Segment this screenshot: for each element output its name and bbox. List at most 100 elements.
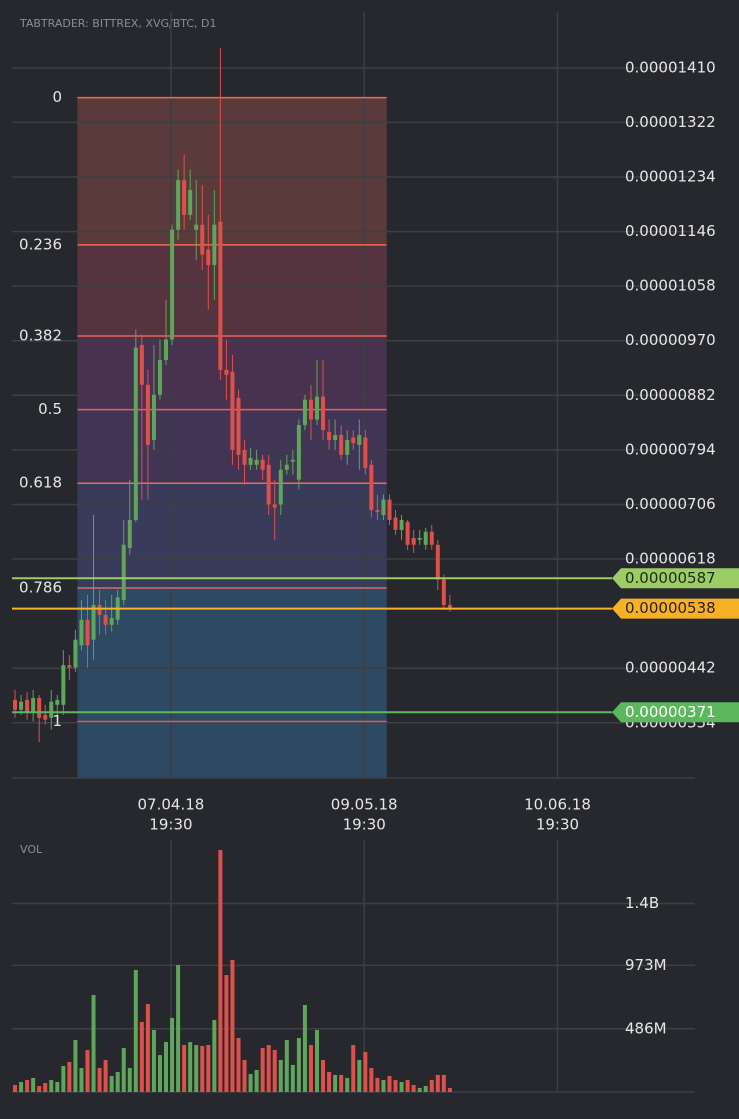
x-tick-label: 10.06.18 (524, 796, 591, 814)
volume-bar (399, 1081, 404, 1092)
y-tick-label: 0.00000882 (625, 386, 716, 404)
candle-body (345, 439, 350, 455)
candle-body (375, 510, 380, 512)
volume-bar (357, 1059, 362, 1092)
x-tick-label: 19:30 (149, 816, 192, 834)
volume-bar (266, 1045, 271, 1092)
volume-bar (393, 1080, 398, 1092)
volume-bar (230, 959, 235, 1092)
candle-body (206, 249, 211, 266)
price-tag-label: 0.00000538 (625, 599, 716, 617)
volume-bar (302, 1004, 307, 1092)
candle-body (218, 221, 223, 370)
candle-body (182, 180, 187, 215)
candle-body (31, 697, 36, 712)
candle-body (333, 435, 338, 440)
candle-body (127, 519, 132, 548)
volume-bar (145, 1004, 150, 1092)
candle-body (254, 459, 259, 465)
y-tick-label: 0.00000794 (625, 440, 716, 458)
candle-body (357, 435, 362, 445)
candle-body (139, 345, 144, 385)
candle-body (151, 394, 156, 440)
volume-bar (417, 1087, 422, 1092)
candle-body (133, 347, 138, 520)
volume-title: VOL (20, 843, 43, 856)
volume-bar (139, 1022, 144, 1092)
candle-body (43, 714, 48, 720)
candle-body (25, 699, 30, 712)
candle-body (435, 544, 440, 580)
y-tick-label: 486M (625, 1019, 667, 1037)
volume-bar (79, 1068, 84, 1092)
volume-bar (170, 1017, 175, 1092)
volume-bar (133, 969, 138, 1092)
candle-body (157, 359, 162, 395)
fib-band (77, 97, 387, 245)
candle-body (339, 435, 344, 455)
volume-bar (375, 1077, 380, 1092)
volume-bar (296, 1038, 301, 1092)
volume-bar (339, 1074, 344, 1092)
volume-bar (411, 1084, 416, 1092)
volume-bar (176, 965, 181, 1092)
candle-body (387, 499, 392, 520)
candle-body (224, 369, 229, 375)
candle-body (19, 701, 24, 710)
volume-bar (103, 1059, 108, 1092)
volume-bar (85, 1049, 90, 1092)
y-tick-label: 0.00001410 (625, 58, 716, 76)
volume-bar (321, 1059, 326, 1092)
candle-body (315, 396, 320, 420)
volume-bar (441, 1074, 446, 1092)
price-tag (612, 598, 739, 619)
y-tick-label: 0.00000442 (625, 659, 716, 677)
volume-bar (19, 1081, 24, 1092)
candle-body (37, 697, 42, 718)
fib-label: 0.786 (19, 579, 62, 597)
volume-bar (157, 1055, 162, 1092)
volume-bar (387, 1075, 392, 1092)
volume-bar (182, 1045, 187, 1092)
y-tick-label: 0.00001322 (625, 113, 716, 131)
candle-body (103, 614, 108, 625)
fib-label: 0.236 (19, 235, 62, 253)
candle-body (194, 224, 199, 230)
volume-bar (200, 1045, 205, 1092)
candle-body (49, 701, 54, 718)
volume-bar (254, 1070, 259, 1092)
price-tag-label: 0.00000587 (625, 569, 716, 587)
candle-body (91, 604, 96, 640)
fib-label: 0.5 (38, 400, 62, 418)
candle-body (284, 464, 289, 470)
candle-body (176, 180, 181, 230)
volume-bar (423, 1086, 428, 1092)
volume-bar (151, 1029, 156, 1092)
volume-bar (224, 975, 229, 1092)
volume-bar (369, 1068, 374, 1092)
volume-bar (327, 1071, 332, 1092)
y-tick-label: 973M (625, 956, 667, 974)
candle-body (55, 699, 60, 705)
volume-bar (308, 1045, 313, 1092)
candle-body (411, 537, 416, 545)
volume-bar (31, 1077, 36, 1092)
volume-bar (381, 1080, 386, 1092)
volume-bar (212, 1020, 217, 1092)
candle-body (369, 464, 374, 511)
fib-band (77, 588, 387, 778)
candle-body (417, 537, 422, 540)
y-tick-label: 0.00000706 (625, 495, 716, 513)
volume-bar (290, 1064, 295, 1092)
candle-body (302, 399, 307, 426)
candle-body (296, 425, 301, 480)
volume-bar (242, 1059, 247, 1092)
volume-bar (49, 1080, 54, 1092)
candle-body (121, 544, 126, 600)
volume-bar (121, 1048, 126, 1092)
candle-body (381, 499, 386, 516)
candle-body (85, 619, 90, 646)
price-tag (612, 702, 739, 723)
candle-body (13, 699, 18, 710)
